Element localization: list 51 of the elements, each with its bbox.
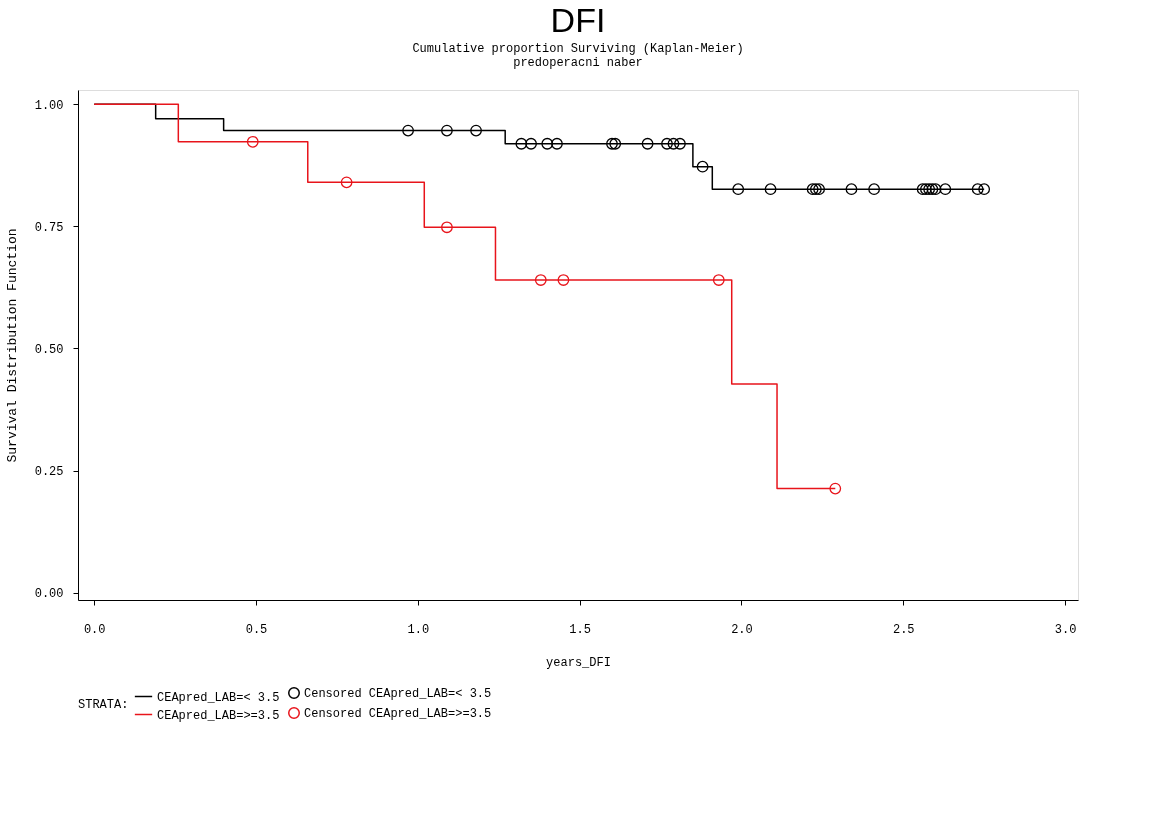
y-tick-label: 1.00 xyxy=(34,98,64,113)
point xyxy=(845,183,858,196)
point xyxy=(402,124,414,137)
point xyxy=(551,137,563,150)
point xyxy=(764,183,777,196)
point xyxy=(661,137,673,150)
y-tick-label: 0.25 xyxy=(34,465,64,480)
point xyxy=(813,183,825,196)
y-tick-label: 0.00 xyxy=(34,587,64,602)
legend-label: Censored CEApred_LAB=< 3.5 xyxy=(304,687,492,701)
point xyxy=(732,183,745,196)
legend-label: Censored CEApred_LAB=>=3.5 xyxy=(304,707,492,721)
x-axis-title: years_DFI xyxy=(546,655,611,670)
point xyxy=(470,124,482,137)
point xyxy=(696,160,709,173)
point xyxy=(541,137,554,150)
point xyxy=(939,183,952,196)
x-tick-label: 3.0 xyxy=(1054,622,1077,637)
legend-label: CEApred_LAB=< 3.5 xyxy=(157,690,280,705)
x-tick-label: 2.0 xyxy=(731,622,753,637)
legend-title: STRATA: xyxy=(78,698,129,712)
point xyxy=(667,137,680,150)
y-tick-label: 0.75 xyxy=(34,220,64,235)
legend-label: CEApred_LAB=>=3.5 xyxy=(157,708,280,723)
point xyxy=(920,183,932,196)
point xyxy=(340,176,353,189)
x-tick-label: 1.0 xyxy=(407,622,430,637)
point xyxy=(525,137,537,150)
point xyxy=(829,482,842,495)
x-tick-label: 0.5 xyxy=(245,622,268,637)
point xyxy=(674,137,686,150)
x-tick-label: 0.0 xyxy=(83,622,106,637)
point xyxy=(534,274,547,286)
point xyxy=(557,274,570,286)
chart-title: DFI xyxy=(550,1,606,39)
point xyxy=(441,221,453,234)
point xyxy=(641,137,654,150)
point xyxy=(712,274,725,286)
point xyxy=(515,137,528,150)
x-tick-label: 1.5 xyxy=(569,622,591,637)
text: predoperacni naber xyxy=(513,56,643,70)
point xyxy=(606,137,618,150)
point xyxy=(246,135,259,148)
y-tick-label: 0.50 xyxy=(34,342,64,357)
point xyxy=(978,183,991,196)
point xyxy=(868,183,881,196)
text: Cumulative proportion Surviving (Kaplan-Meier) xyxy=(412,42,744,56)
x-tick-label: 2.5 xyxy=(892,622,915,637)
y-axis-title: Survival Distribution Function xyxy=(4,228,20,463)
point xyxy=(609,137,622,150)
point xyxy=(441,124,453,137)
